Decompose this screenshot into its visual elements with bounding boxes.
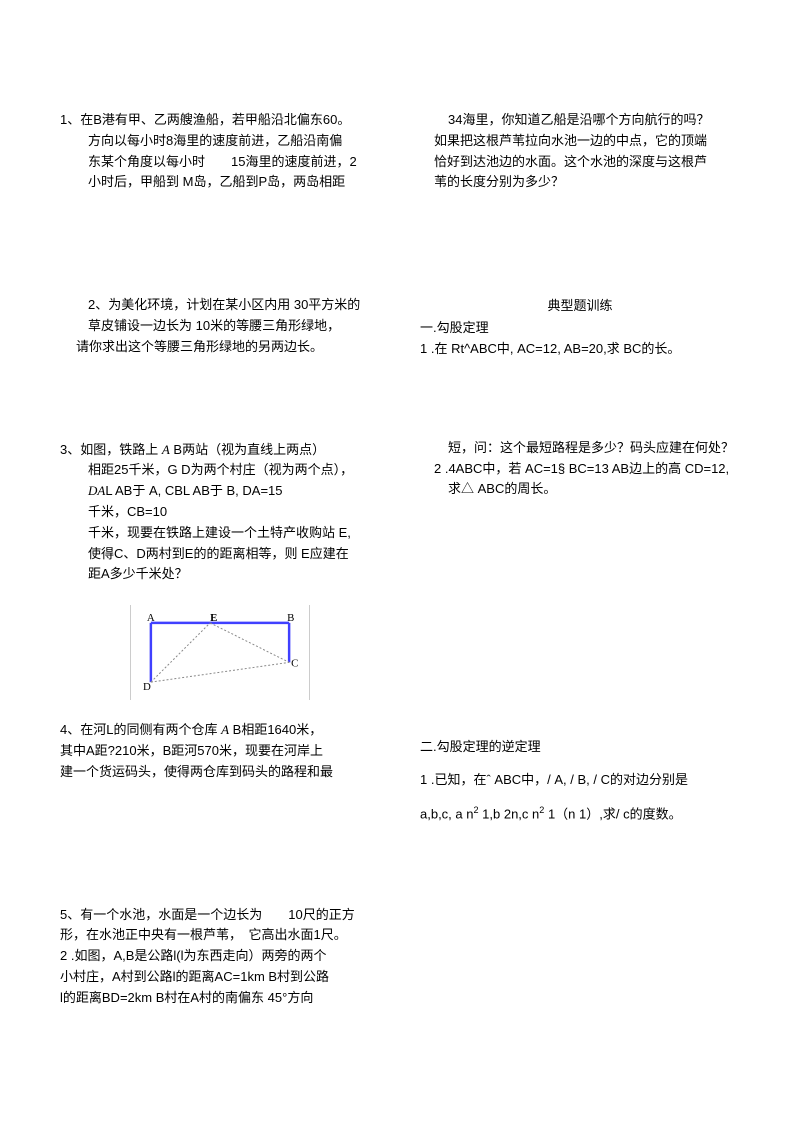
p1-line4: 小时后，甲船到 M岛，乙船到P岛，两岛相距 [60, 172, 380, 193]
rp1-line4: 苇的长度分别为多少？ [434, 172, 740, 193]
section-sub-1: 一.勾股定理 [420, 318, 740, 339]
problem-3: 3、如图，铁路上 A B两站（视为直线上两点） 相距25千米，G D为两个村庄（… [60, 440, 380, 586]
svg-text:A: A [147, 613, 155, 624]
right-column: 34海里，你知道乙船是沿哪个方向航行的吗？ 如果把这根芦苇拉向水池一边的中点，它… [420, 110, 740, 1021]
left-column: 1、在B港有甲、乙两艘渔船，若甲船沿北偏东60。 方向以每小时8海里的速度前进，… [60, 110, 380, 1021]
right-p3: 短，问：这个最短路程是多少？码头应建在何处？ 2 .4ABC中，若 AC=1§ … [420, 438, 740, 500]
problem-1: 1、在B港有甲、乙两艘渔船，若甲船沿北偏东60。 方向以每小时8海里的速度前进，… [60, 110, 380, 193]
p4-line2: 其中A距?210米，B距河570米，现要在河岸上 [60, 741, 380, 762]
p4-line3: 建一个货运码头，使得两仓库到码头的路程和最 [60, 762, 380, 783]
rp3-line3: 求△ ABC的周长。 [448, 479, 740, 500]
p5-line5: l的距离BD=2km B村在A村的南偏东 45°方向 [60, 988, 380, 1009]
rp1-line2: 如果把这根芦苇拉向水池一边的中点，它的顶端 [434, 131, 740, 152]
problem-5: 5、有一个水池，水面是一个边长为 10尺的正方 形，在水池正中央有一根芦苇， 它… [60, 905, 380, 1009]
p3-line7: 距A多少千米处？ [60, 564, 380, 585]
p5-line1: 5、有一个水池，水面是一个边长为 10尺的正方 [60, 905, 380, 926]
p1-line2: 方向以每小时8海里的速度前进，乙船沿南偏 [60, 131, 380, 152]
p2-line3: 请你求出这个等腰三角形绿地的另两边长。 [76, 337, 380, 358]
p2-line2: 草皮铺设一边长为 10米的等腰三角形绿地， [88, 316, 380, 337]
p3-line3: DAL AB于 A, CBL AB于 B, DA=15 [60, 481, 380, 502]
right-q2-l2: a,b,c, a n2 1,b 2n,c n2 1（n 1）,求/ c的度数。 [420, 803, 740, 825]
railway-diagram: A E B C D [130, 605, 310, 700]
svg-text:B: B [287, 613, 294, 624]
rp1-line3: 恰好到达池边的水面。这个水池的深度与这根芦 [434, 152, 740, 173]
p4-line1: 4、在河L的同侧有两个仓库 A B相距1640米， [60, 720, 380, 741]
right-q1: 1 .在 Rt^ABC中, AC=12, AB=20,求 BC的长。 [420, 339, 740, 360]
p3-line2: 相距25千米，G D为两个村庄（视为两个点）， [60, 460, 380, 481]
p5-line4: 小村庄，A村到公路l的距离AC=1km B村到公路 [60, 967, 380, 988]
p3-line5: 千米，现要在铁路上建设一个土特产收购站 E, [60, 523, 380, 544]
right-q2-l1: 1 .已知，在ˆ ABC中，/ A, / B, / C的对边分别是 [420, 770, 740, 791]
p3-line4: 千米，CB=10 [60, 502, 380, 523]
svg-text:D: D [143, 681, 151, 692]
problem-2: 2、为美化环境，计划在某小区内用 30平方米的 草皮铺设一边长为 10米的等腰三… [60, 295, 380, 357]
rp3-line2: 2 .4ABC中，若 AC=1§ BC=13 AB边上的高 CD=12, [434, 459, 740, 480]
right-p1: 34海里，你知道乙船是沿哪个方向航行的吗？ 如果把这根芦苇拉向水池一边的中点，它… [420, 110, 740, 193]
section-title-1: 典型题训练 [420, 295, 740, 314]
section-sub-2: 二.勾股定理的逆定理 [420, 737, 740, 758]
svg-text:C: C [291, 657, 298, 669]
p3-line1: 3、如图，铁路上 A B两站（视为直线上两点） [60, 440, 380, 461]
rp1-line1: 34海里，你知道乙船是沿哪个方向航行的吗？ [448, 110, 740, 131]
svg-text:E: E [210, 613, 217, 624]
problem-4: 4、在河L的同侧有两个仓库 A B相距1640米， 其中A距?210米，B距河5… [60, 720, 380, 782]
rp3-line1: 短，问：这个最短路程是多少？码头应建在何处？ [448, 438, 740, 459]
p3-line6: 使得C、D两村到E的的距离相等，则 E应建在 [60, 544, 380, 565]
p1-line1: 1、在B港有甲、乙两艘渔船，若甲船沿北偏东60。 [60, 110, 380, 131]
p5-line2: 形，在水池正中央有一根芦苇， 它高出水面1尺。 [60, 925, 380, 946]
p1-line3: 东某个角度以每小时 15海里的速度前进，2 [60, 152, 380, 173]
p5-line3: 2 .如图，A,B是公路l(l为东西走向）两旁的两个 [60, 946, 380, 967]
p2-line1: 2、为美化环境，计划在某小区内用 30平方米的 [88, 295, 380, 316]
